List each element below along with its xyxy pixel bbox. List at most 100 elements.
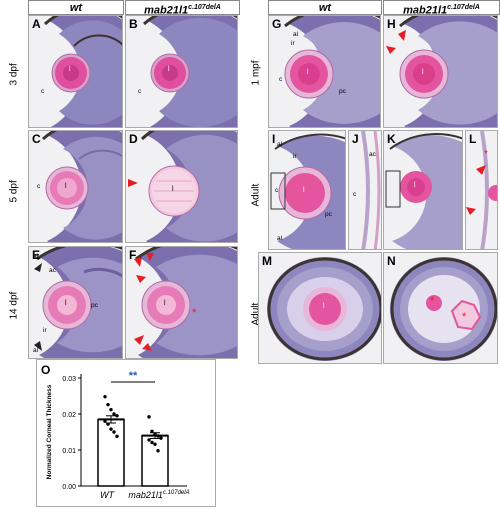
bar [141, 434, 169, 487]
lens-label-d: l [172, 186, 174, 193]
histology-n [390, 257, 497, 361]
ir-label-g: ir [291, 40, 295, 47]
data-point [112, 430, 116, 434]
x-category-label-mutant-base: mab21l1 [128, 490, 163, 500]
data-point [103, 419, 107, 423]
header-left-mutant: mab21l1c.107delA [125, 0, 240, 17]
panel-letter-h: H [387, 17, 396, 31]
y-tick-label: 0.00 [62, 484, 76, 491]
panel-letter-i: I [272, 132, 276, 146]
panel-letter-a: A [32, 17, 41, 31]
histology-j [361, 131, 381, 249]
asterisk-l: * [484, 149, 488, 160]
panel-letter-f: F [129, 248, 137, 262]
asterisk-n-right: * [462, 311, 467, 323]
chart-panel-letter: O [41, 363, 50, 377]
row-label-14dpf: 14 dpf [8, 291, 20, 320]
lens-label-a: l [69, 66, 71, 73]
lens-label-e: l [65, 300, 67, 307]
histology-c [41, 131, 122, 242]
y-tick-label: 0.01 [62, 448, 76, 455]
data-point [112, 412, 116, 416]
data-point [150, 440, 154, 445]
chart-plot-area: 0.00 0.01 0.02 0.03 Normalized Corneal Thick… [46, 370, 190, 500]
y-tick-label: 0.02 [62, 412, 76, 419]
panel-letter-k: K [387, 132, 396, 146]
data-point [106, 402, 110, 407]
data-point [153, 432, 157, 436]
ac-label-j: ac [369, 151, 376, 158]
panel-j-adult-wt-detail: J c ac [348, 130, 382, 250]
pc-label-e: pc [91, 302, 98, 309]
al-label-g: al [293, 31, 299, 38]
histology-m [267, 257, 381, 361]
lens-label-h: l [422, 69, 424, 76]
row-label-5dpf: 5 dpf [8, 180, 20, 203]
header-right-mutant-base: mab21l1 [403, 4, 448, 17]
panel-letter-d: D [129, 132, 138, 146]
data-point [109, 407, 113, 412]
data-point [150, 429, 154, 433]
histology-a [43, 16, 122, 127]
lens-label-b: l [168, 66, 170, 73]
histology-g [284, 16, 380, 127]
asterisk-n-left: * [430, 295, 435, 307]
data-point [115, 434, 119, 439]
panel-letter-n: N [387, 254, 396, 268]
chart-panel-o: O 0.00 0.01 0.02 0.03 Normalized Corneal Thi… [36, 359, 216, 507]
y-tick-label: 0.03 [62, 376, 76, 383]
panel-f-14dpf-mutant: F l * [125, 246, 238, 359]
header-left-mutant-base: mab21l1 [144, 4, 189, 17]
corneal-thickness-chart: O 0.00 0.01 0.02 0.03 Normalized Corneal Thi… [41, 363, 190, 500]
pc-label-i: pc [325, 211, 332, 218]
panel-m-adult-wt: M l [258, 252, 382, 364]
data-point [156, 434, 160, 438]
panel-i-adult-wt: I l al ir pc c al [268, 130, 346, 250]
panel-letter-m: M [262, 254, 272, 268]
cornea-label-c: c [37, 183, 41, 190]
panel-letter-g: G [272, 17, 282, 31]
header-right-mutant-sup: c.107delA [447, 4, 480, 11]
al-label-i-bottom: al [277, 235, 283, 242]
c-label-i: c [275, 187, 279, 194]
histology-e [34, 247, 122, 358]
al-label-e-top: al [33, 253, 39, 260]
lens-label-g: l [307, 69, 309, 76]
al-label-i-top: al [277, 141, 283, 148]
y-axis-label: Normalized Corneal Thickness [46, 384, 53, 479]
data-point [156, 449, 160, 453]
panel-h-1mpf-mutant: H l [383, 15, 498, 128]
histology-f [134, 247, 237, 358]
data-point [106, 422, 110, 426]
x-category-label-mutant-sup: c.107delA [163, 490, 190, 496]
ir-label-e: ir [43, 327, 47, 334]
lens-label-m: l [323, 303, 325, 310]
panel-a-3dpf-wt: A l c [28, 15, 123, 128]
lens-label-i: l [303, 187, 305, 194]
c-label-g: c [279, 76, 283, 83]
panel-l-adult-mutant-detail: L * [465, 130, 498, 250]
significance-label: ** [129, 370, 138, 382]
data-point [147, 415, 151, 419]
data-point [103, 395, 107, 399]
histology-i [270, 133, 345, 249]
row-label-3dpf: 3 dpf [8, 63, 20, 86]
histology-l [466, 131, 497, 249]
histology-k [385, 133, 462, 249]
row-label-adult-i: Adult [250, 183, 262, 207]
panel-letter-c: C [32, 132, 41, 146]
panel-d-5dpf-mutant: D l [125, 130, 238, 243]
lens-label-k: l [414, 182, 416, 189]
panel-e-14dpf-wt: E l al ac pc ir al [28, 246, 123, 359]
panel-g-1mpf-wt: G l al ir pc c [268, 15, 381, 128]
header-right-wt: wt [268, 0, 382, 15]
histology-b [142, 16, 237, 127]
data-point [109, 427, 113, 431]
x-category-label-mutant: mab21l1c.107delA [128, 490, 189, 500]
panel-letter-b: B [129, 17, 138, 31]
header-left-wt: wt [28, 0, 124, 15]
ac-label-e: ac [49, 267, 56, 274]
data-point [153, 442, 157, 446]
row-label-1mpf: 1 mpf [250, 60, 262, 86]
histology-h [386, 16, 497, 127]
